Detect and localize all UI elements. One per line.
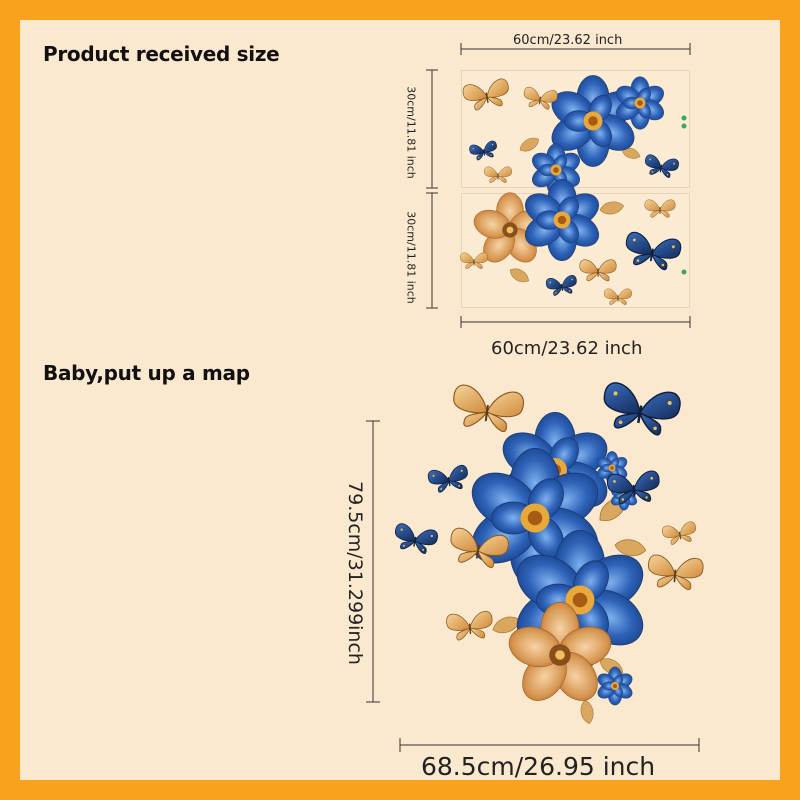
gold-butterfly-icon bbox=[644, 199, 676, 218]
leaf-icon bbox=[598, 199, 625, 217]
gold-butterfly-icon bbox=[459, 252, 489, 270]
assembled-width-label: 68.5cm/26.95 inch bbox=[421, 752, 656, 781]
received-dimension-lines bbox=[426, 43, 691, 328]
sheet1-artwork bbox=[461, 74, 687, 197]
gold-butterfly-icon bbox=[445, 610, 495, 642]
navy-butterfly-icon bbox=[391, 521, 440, 557]
navy-butterfly-icon bbox=[426, 463, 471, 495]
leaf-icon bbox=[578, 698, 596, 725]
assembled-artwork bbox=[391, 379, 705, 725]
gold-butterfly-icon bbox=[579, 259, 617, 282]
navy-butterfly-icon bbox=[621, 230, 684, 273]
assembled-title: Baby,put up a map bbox=[43, 361, 250, 385]
leaf-icon bbox=[517, 134, 542, 155]
gold-butterfly-icon bbox=[645, 553, 705, 592]
sheet2-artwork bbox=[459, 178, 687, 306]
navy-butterfly-icon bbox=[642, 153, 680, 180]
received-size-title: Product received size bbox=[43, 42, 280, 66]
gold-butterfly-icon bbox=[661, 520, 699, 547]
top-width-label: 60cm/23.62 inch bbox=[513, 33, 623, 48]
gold-butterfly-icon bbox=[448, 382, 526, 435]
blue-flower-icon bbox=[594, 666, 636, 706]
gold-butterfly-icon bbox=[461, 77, 513, 113]
navy-butterfly-icon bbox=[598, 379, 684, 440]
assembled-dimension-lines bbox=[366, 420, 700, 752]
leaf-icon bbox=[507, 265, 532, 286]
navy-butterfly-icon bbox=[545, 274, 579, 297]
gold-butterfly-icon bbox=[483, 166, 513, 184]
bottom-width-label: 60cm/23.62 inch bbox=[491, 338, 643, 359]
gold-butterfly-icon bbox=[603, 288, 633, 306]
navy-butterfly-icon bbox=[468, 139, 500, 162]
